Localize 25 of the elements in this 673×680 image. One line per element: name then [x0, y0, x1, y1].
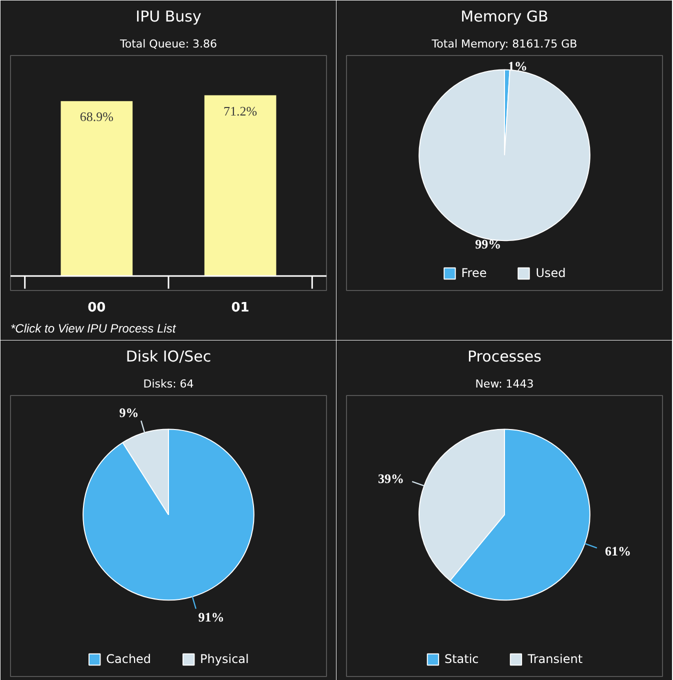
chart-subtitle: Disks: 64 — [143, 378, 194, 390]
data-label: 61% — [604, 543, 631, 558]
data-label: 39% — [378, 471, 404, 486]
data-label: 68.9% — [80, 109, 114, 124]
chart-subtitle: Total Memory: 8161.75 GB — [430, 38, 578, 50]
legend-label: Physical — [200, 652, 249, 666]
chart-subtitle: Total Queue: 3.86 — [118, 38, 218, 50]
legend-label: Free — [461, 266, 487, 280]
chart-title: Disk IO/Sec — [126, 348, 212, 366]
text: *Click to View IPU Process List — [10, 322, 176, 336]
data-label: 9% — [119, 405, 139, 420]
data-label: 99% — [475, 236, 502, 252]
chart-title: IPU Busy — [136, 8, 202, 26]
legend-label: Transient — [528, 652, 583, 666]
data-label: 91% — [198, 609, 224, 624]
chart-title: Processes — [468, 348, 542, 366]
x-tick-label: 00 — [88, 300, 106, 316]
chart-title: Memory GB — [460, 8, 548, 26]
data-label: 1% — [508, 58, 528, 74]
chart-subtitle: New: 1443 — [475, 378, 534, 390]
data-label: 71.2% — [224, 103, 258, 118]
legend-label: Static — [444, 652, 479, 666]
legend-label: Used — [536, 266, 566, 280]
legend-label: Cached — [106, 652, 152, 666]
x-tick-label: 01 — [231, 300, 250, 316]
